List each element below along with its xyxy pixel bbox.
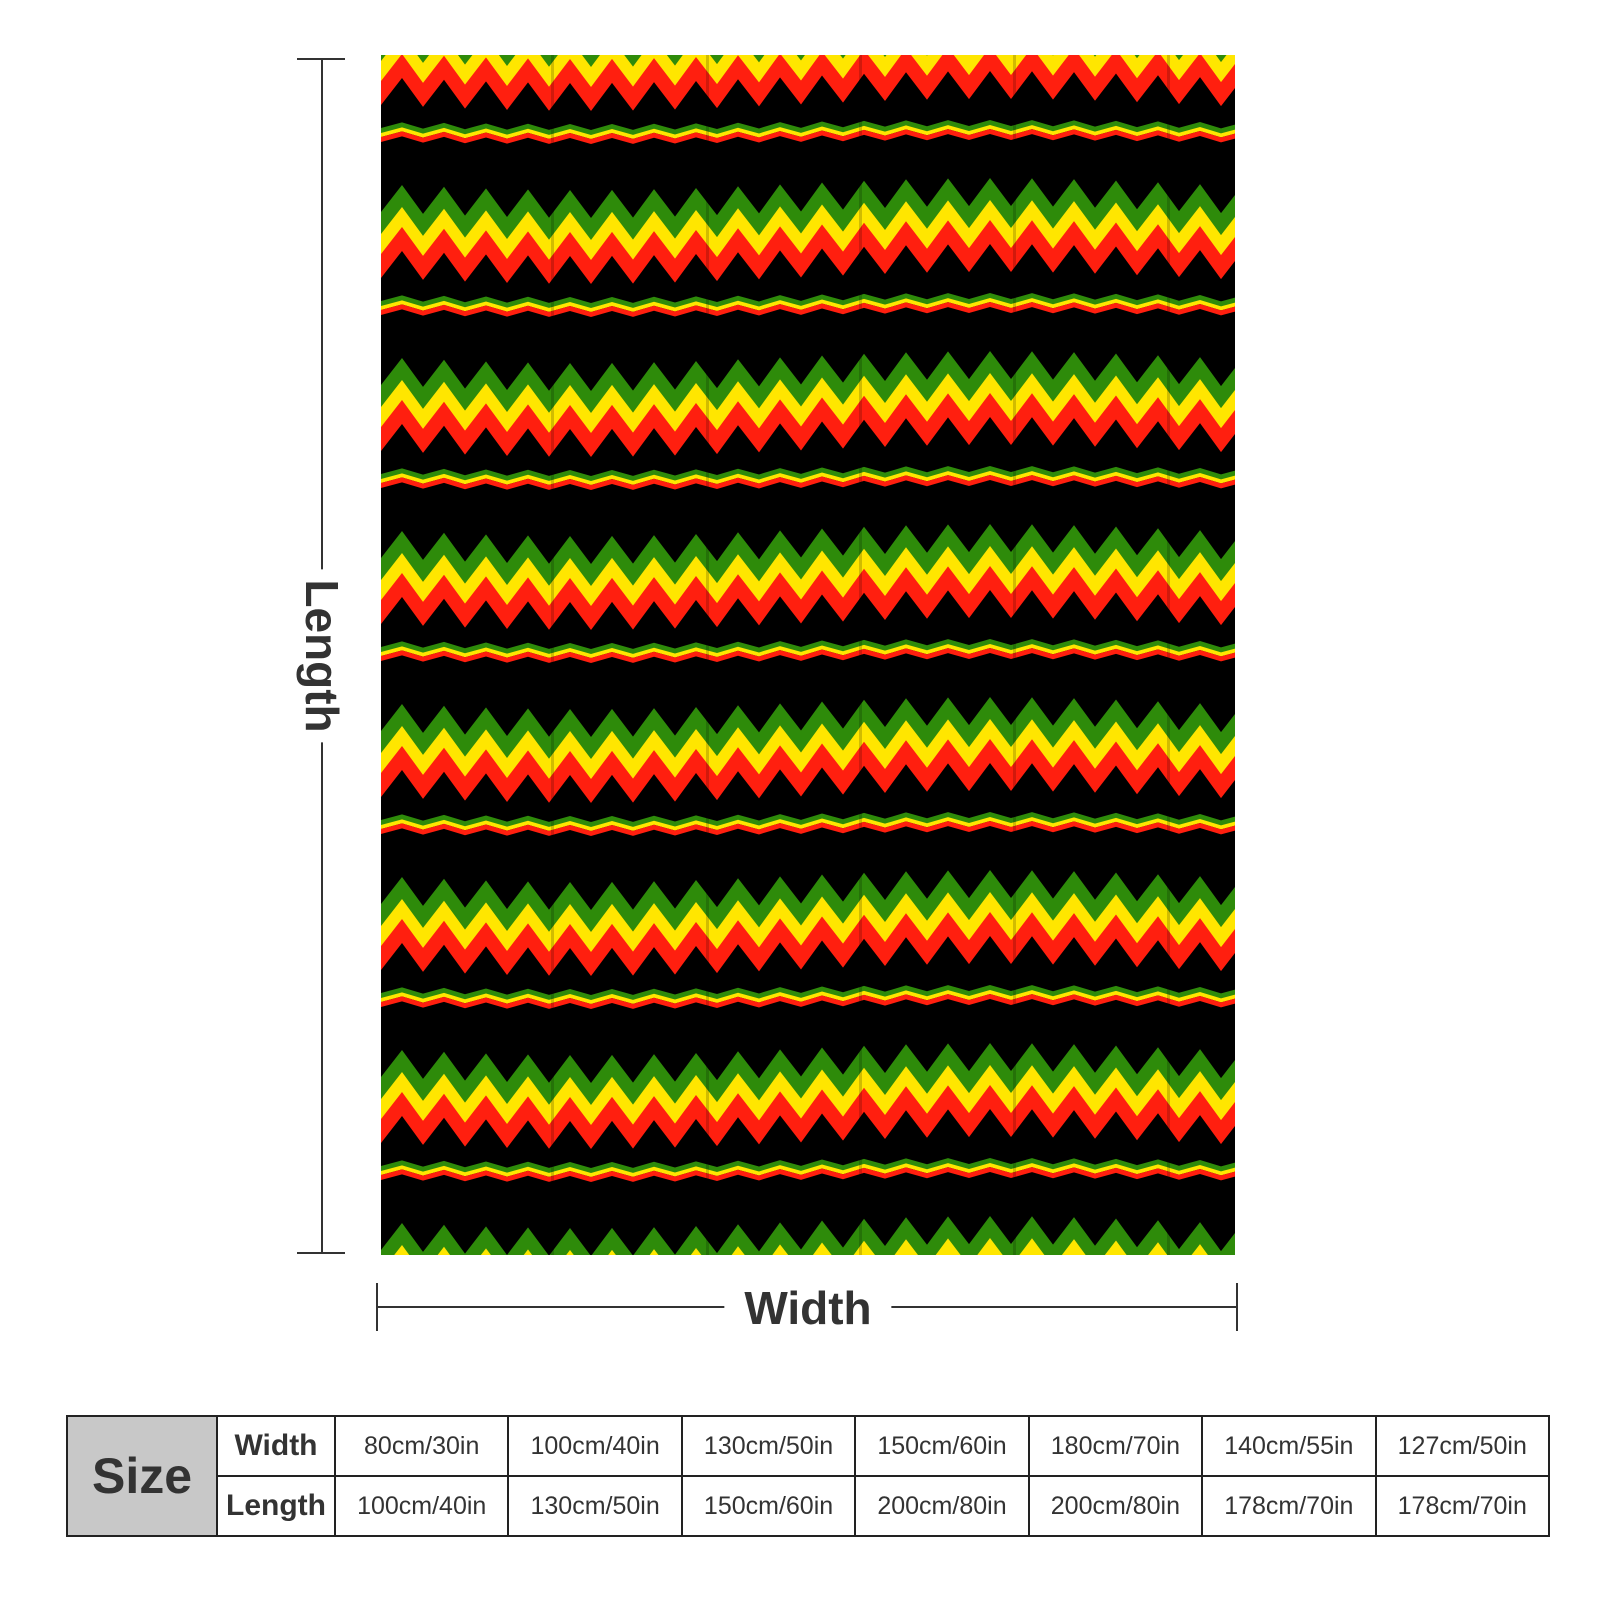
green-zigzag-band <box>381 1043 1235 1109</box>
product-image <box>381 55 1235 1255</box>
green-zigzag-band <box>381 351 1235 417</box>
width-cell: 130cm/50in <box>680 1415 857 1477</box>
length-cell: 200cm/80in <box>1027 1475 1204 1537</box>
green-thin-stripe <box>381 1158 1235 1174</box>
fabric-fold-shadow <box>1167 55 1170 1255</box>
green-thin-stripe <box>381 812 1235 828</box>
length-cell: 178cm/70in <box>1374 1475 1551 1537</box>
red-zigzag-band <box>381 739 1235 803</box>
red-zigzag-band <box>381 566 1235 630</box>
yellow-thin-stripe <box>381 990 1235 1004</box>
yellow-zigzag-band <box>381 546 1235 608</box>
width-cell: 140cm/55in <box>1201 1415 1377 1477</box>
fabric-fold-shadow <box>859 55 862 1255</box>
size-row-length: Length 100cm/40in 130cm/50in 150cm/60in … <box>67 1475 1551 1537</box>
width-cell: 80cm/30in <box>333 1415 510 1477</box>
length-tick-bottom <box>297 1252 345 1254</box>
red-zigzag-band <box>381 55 1235 111</box>
size-table: Size Width 80cm/30in 100cm/40in 130cm/50… <box>66 1415 1551 1537</box>
red-zigzag-band <box>381 220 1235 284</box>
length-label: Length <box>296 569 348 743</box>
length-cell: 130cm/50in <box>507 1475 683 1537</box>
yellow-thin-stripe <box>381 817 1235 831</box>
width-cell: 100cm/40in <box>507 1415 683 1477</box>
fabric-fold-shadow <box>1013 55 1016 1255</box>
red-zigzag-band <box>381 912 1235 976</box>
green-zigzag-band <box>381 870 1235 936</box>
yellow-thin-stripe <box>381 471 1235 485</box>
fabric-fold-shadow <box>706 55 709 1255</box>
width-tick-right <box>1236 1283 1238 1331</box>
red-thin-stripe <box>381 475 1235 490</box>
length-cell: 178cm/70in <box>1201 1475 1377 1537</box>
green-zigzag-band <box>381 178 1235 244</box>
red-zigzag-band <box>381 393 1235 457</box>
red-zigzag-band <box>381 1085 1235 1149</box>
yellow-zigzag-band <box>381 892 1235 954</box>
red-thin-stripe <box>381 129 1235 144</box>
yellow-zigzag-band <box>381 1065 1235 1127</box>
width-label: Width <box>724 1285 892 1331</box>
size-row-width: Size Width 80cm/30in 100cm/40in 130cm/50… <box>66 1415 1551 1537</box>
green-zigzag-band <box>381 524 1235 590</box>
yellow-zigzag-band <box>381 200 1235 262</box>
width-cell: 150cm/60in <box>854 1415 1030 1477</box>
row-label-length: Length <box>216 1475 336 1537</box>
yellow-thin-stripe <box>381 125 1235 139</box>
size-header: Size <box>66 1415 218 1537</box>
yellow-thin-stripe <box>381 1163 1235 1177</box>
yellow-zigzag-band <box>381 373 1235 435</box>
red-thin-stripe <box>381 994 1235 1009</box>
red-thin-stripe <box>381 821 1235 836</box>
yellow-zigzag-band <box>381 719 1235 781</box>
yellow-thin-stripe <box>381 644 1235 658</box>
width-cell: 127cm/50in <box>1374 1415 1551 1477</box>
width-cell: 180cm/70in <box>1027 1415 1204 1477</box>
green-thin-stripe <box>381 293 1235 309</box>
green-thin-stripe <box>381 466 1235 482</box>
green-zigzag-band <box>381 1216 1235 1255</box>
red-thin-stripe <box>381 302 1235 317</box>
length-cell: 100cm/40in <box>333 1475 510 1537</box>
green-zigzag-band <box>381 697 1235 763</box>
yellow-thin-stripe <box>381 298 1235 312</box>
length-cell: 150cm/60in <box>680 1475 857 1537</box>
green-thin-stripe <box>381 120 1235 136</box>
green-thin-stripe <box>381 985 1235 1001</box>
length-cell: 200cm/80in <box>854 1475 1030 1537</box>
row-label-width: Width <box>216 1415 336 1477</box>
red-thin-stripe <box>381 648 1235 663</box>
red-thin-stripe <box>381 1167 1235 1182</box>
green-thin-stripe <box>381 639 1235 655</box>
fabric-fold-shadow <box>551 55 554 1255</box>
rasta-zigzag-pattern <box>381 55 1235 1255</box>
